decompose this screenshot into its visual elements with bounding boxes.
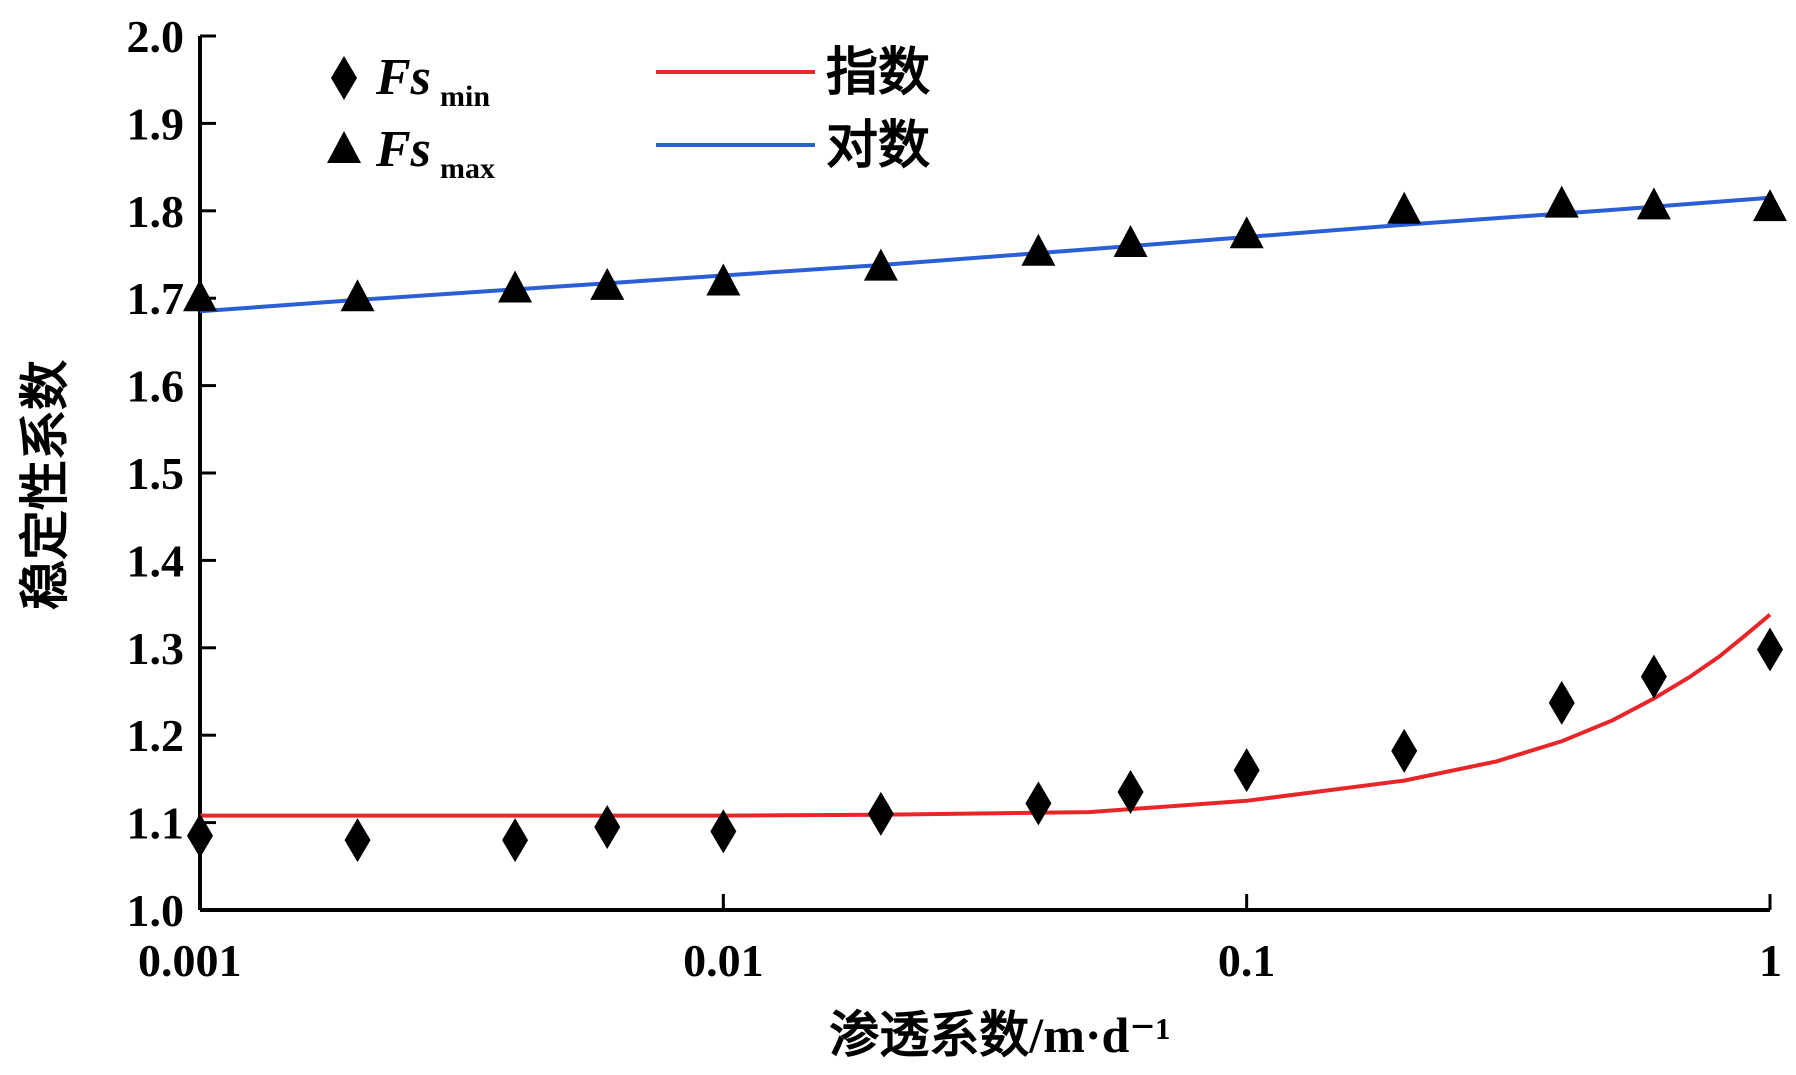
legend-line-label: 指数 (826, 44, 930, 102)
data-point-diamond (1640, 654, 1667, 699)
data-point-diamond (344, 818, 371, 863)
data-point-triangle (706, 263, 741, 296)
data-point-diamond (710, 809, 737, 854)
data-point-triangle (1229, 216, 1264, 249)
x-tick-label: 0.01 (683, 935, 764, 986)
data-point-diamond (1117, 770, 1144, 815)
y-tick-label: 1.4 (127, 535, 185, 586)
y-tick-label: 1.8 (127, 186, 185, 237)
data-point-triangle (1544, 185, 1579, 218)
y-axis-title: 稳定性系数 (17, 360, 73, 610)
x-tick-label: 0.1 (1218, 935, 1276, 986)
y-tick-label: 1.7 (127, 273, 185, 324)
data-point-triangle (1387, 191, 1422, 224)
x-tick-label: 1 (1759, 935, 1782, 986)
y-tick-label: 1.2 (127, 710, 185, 761)
data-point-diamond (594, 804, 621, 849)
data-point-triangle (1113, 225, 1148, 258)
legend-triangle-marker (327, 131, 361, 163)
data-point-triangle (863, 248, 898, 281)
legend-line-label: 对数 (826, 117, 930, 175)
data-point-triangle (498, 270, 533, 303)
data-point-diamond (1391, 728, 1418, 773)
data-point-diamond (867, 791, 894, 836)
y-tick-label: 1.6 (127, 361, 185, 412)
y-tick-label: 1.5 (127, 448, 185, 499)
data-point-triangle (1021, 233, 1056, 266)
data-point-diamond (1233, 748, 1260, 793)
y-tick-label: 2.0 (127, 11, 185, 62)
data-point-triangle (183, 279, 217, 312)
fit-line (199, 195, 1771, 314)
markers-layer (183, 185, 1787, 863)
data-point-triangle (340, 279, 375, 312)
legend-label-sub: min (440, 80, 490, 113)
x-axis-title: 渗透系数/m·d⁻¹ (829, 1007, 1170, 1063)
legend-label-sub: max (440, 152, 495, 185)
data-point-diamond (1757, 627, 1783, 672)
data-point-diamond (1548, 680, 1575, 725)
y-tick-label: 1.0 (127, 885, 185, 936)
legend-label-main: Fs (375, 49, 431, 106)
legend-diamond-marker (331, 56, 357, 100)
y-tick-label: 1.1 (127, 798, 185, 849)
data-point-triangle (590, 267, 625, 300)
fit-lines-layer (199, 195, 1772, 818)
x-tick-label: 0.001 (138, 935, 242, 986)
y-tick-label: 1.3 (127, 623, 185, 674)
legend-label-main: Fs (375, 121, 431, 178)
data-point-triangle (1753, 189, 1787, 222)
fit-line (200, 613, 1772, 818)
y-tick-label: 1.9 (127, 98, 185, 149)
data-point-diamond (1025, 781, 1052, 826)
data-point-triangle (1636, 187, 1671, 220)
data-point-diamond (502, 818, 529, 863)
data-point-diamond (187, 813, 213, 858)
axes-layer: 1.0 1.1 1.2 1.3 1.4 1.5 1.6 1.7 1.8 1.9 2.0 0.001 0.… (127, 11, 1783, 986)
